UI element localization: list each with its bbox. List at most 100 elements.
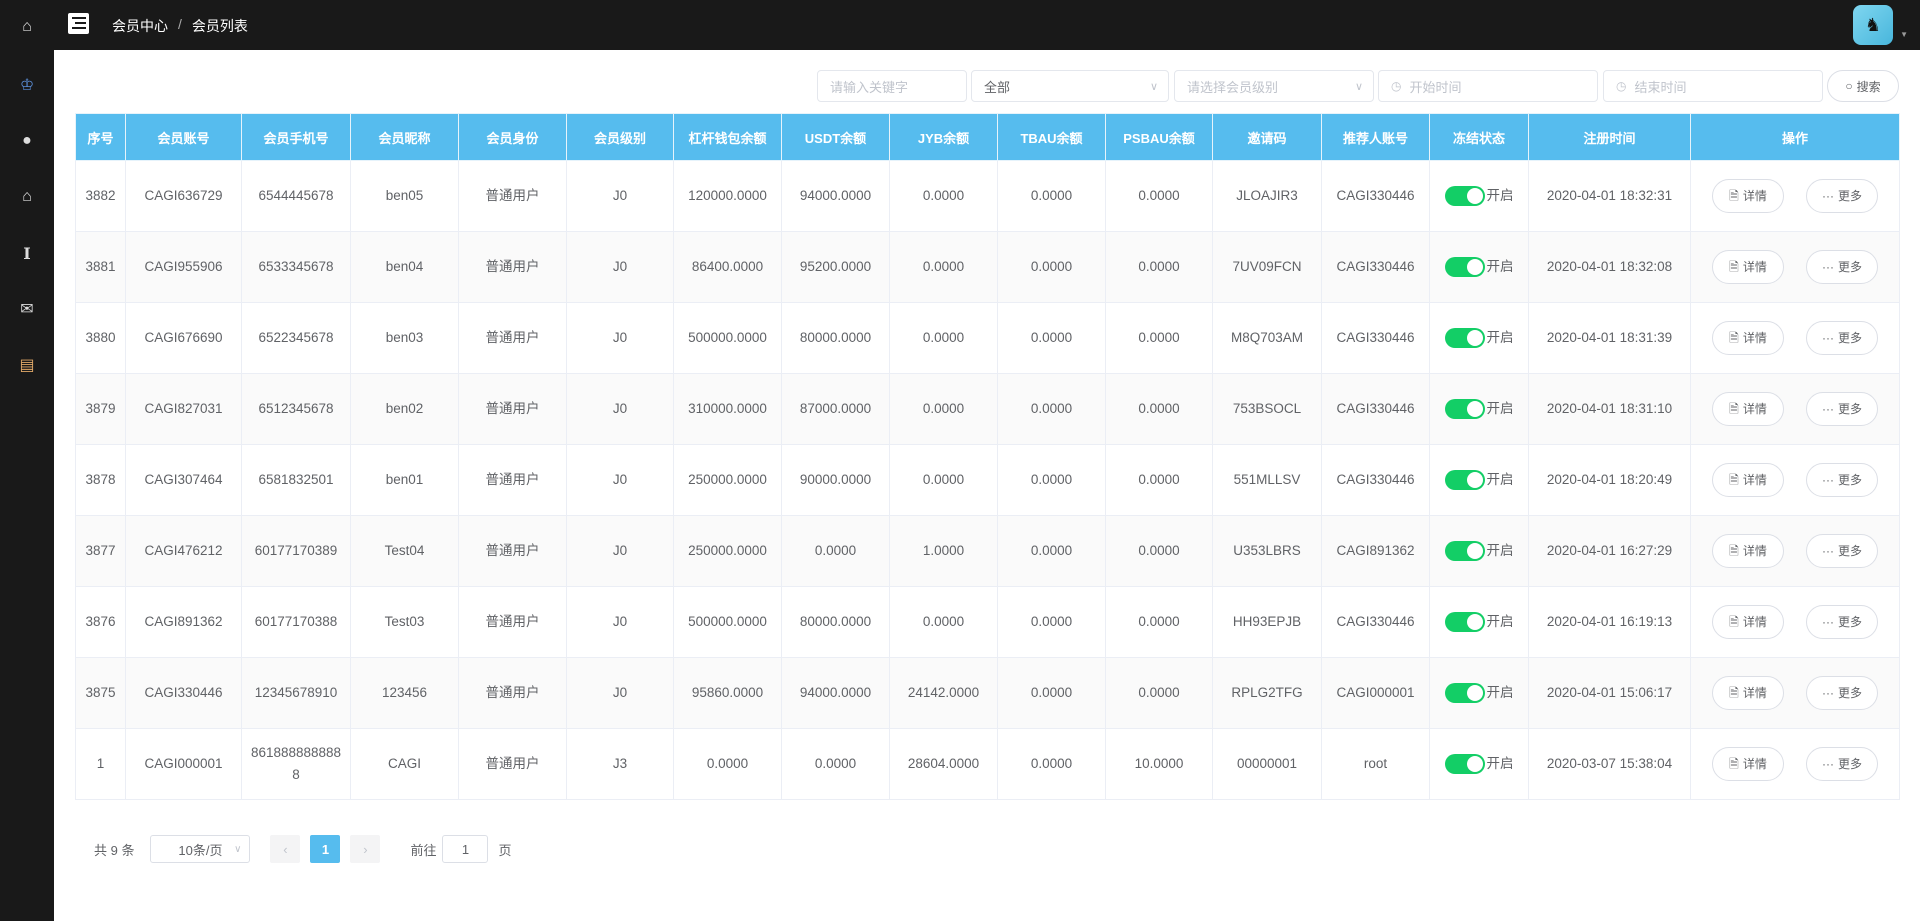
column-header: TBAU余额 bbox=[997, 113, 1106, 161]
column-header: 会员账号 bbox=[125, 113, 242, 161]
goto-label: 前往 bbox=[410, 842, 437, 858]
more-label: 更多 bbox=[1837, 402, 1862, 416]
jyb-balance: 0.0000 bbox=[889, 373, 998, 445]
switch-knob bbox=[1466, 472, 1483, 489]
page-number-current[interactable]: 1 bbox=[310, 835, 341, 863]
page-size-select[interactable]: 10条/页 ∨ bbox=[150, 835, 251, 863]
more-button[interactable]: ··· 更多 bbox=[1806, 676, 1878, 710]
ellipsis-icon: ··· bbox=[1821, 544, 1834, 558]
detail-button[interactable]: 🗎 详情 bbox=[1712, 463, 1784, 497]
end-time-input[interactable]: ◷ 结束时间 bbox=[1603, 70, 1823, 102]
actions-cell: 🗎 详情 ··· 更多 bbox=[1690, 160, 1900, 232]
switch-track[interactable] bbox=[1444, 399, 1485, 420]
account: CAGI955906 bbox=[125, 231, 242, 303]
more-button[interactable]: ··· 更多 bbox=[1806, 250, 1878, 284]
detail-button[interactable]: 🗎 详情 bbox=[1712, 534, 1784, 568]
keyword-input[interactable]: 请输入关键字 bbox=[817, 70, 967, 102]
switch-track[interactable] bbox=[1444, 328, 1485, 349]
switch-knob bbox=[1466, 330, 1483, 347]
switch-label: 开启 bbox=[1486, 685, 1514, 701]
breadcrumb-item[interactable]: 会员中心 bbox=[112, 18, 168, 34]
jyb-balance: 0.0000 bbox=[889, 444, 998, 516]
register-time: 2020-04-01 18:31:10 bbox=[1528, 373, 1691, 445]
freeze-status-switch[interactable]: 开启 bbox=[1444, 327, 1514, 349]
more-button[interactable]: ··· 更多 bbox=[1806, 463, 1878, 497]
usdt-balance: 80000.0000 bbox=[781, 586, 890, 658]
identity: 普通用户 bbox=[458, 373, 567, 445]
more-button[interactable]: ··· 更多 bbox=[1806, 179, 1878, 213]
ellipsis-icon: ··· bbox=[1821, 757, 1834, 771]
crown-icon[interactable]: ♔ bbox=[19, 77, 35, 94]
psbau-balance: 0.0000 bbox=[1105, 231, 1213, 303]
column-header: 会员身份 bbox=[458, 113, 567, 161]
level: J0 bbox=[566, 586, 674, 658]
switch-track[interactable] bbox=[1444, 541, 1485, 562]
account: CAGI636729 bbox=[125, 160, 242, 232]
detail-button[interactable]: 🗎 详情 bbox=[1712, 321, 1784, 355]
tbau-balance: 0.0000 bbox=[997, 444, 1106, 516]
switch-track[interactable] bbox=[1444, 470, 1485, 491]
freeze-status-switch[interactable]: 开启 bbox=[1444, 256, 1514, 278]
text-icon[interactable]: I bbox=[23, 243, 31, 263]
switch-track[interactable] bbox=[1444, 612, 1485, 633]
freeze-status-switch[interactable]: 开启 bbox=[1444, 185, 1514, 207]
switch-label: 开启 bbox=[1486, 330, 1514, 346]
more-button[interactable]: ··· 更多 bbox=[1806, 747, 1878, 781]
more-button[interactable]: ··· 更多 bbox=[1806, 392, 1878, 426]
status-select[interactable]: 全部 ∨ bbox=[971, 70, 1169, 102]
account: CAGI330446 bbox=[125, 657, 242, 729]
freeze-status-switch[interactable]: 开启 bbox=[1444, 540, 1514, 562]
goto-page-input[interactable]: 1 bbox=[442, 835, 489, 863]
document-icon: 🗎 bbox=[1729, 402, 1739, 416]
detail-button[interactable]: 🗎 详情 bbox=[1712, 747, 1784, 781]
identity: 普通用户 bbox=[458, 444, 567, 516]
invite-code: HH93EPJB bbox=[1212, 586, 1322, 658]
freeze-status-switch[interactable]: 开启 bbox=[1444, 753, 1514, 775]
leverage-balance: 95860.0000 bbox=[673, 657, 782, 729]
document-icon: 🗎 bbox=[1729, 686, 1739, 700]
mail-icon[interactable]: ✉ bbox=[20, 301, 34, 318]
referrer-account: CAGI330446 bbox=[1321, 444, 1430, 516]
document-check-icon[interactable]: ▤ bbox=[19, 357, 35, 374]
freeze-status-switch[interactable]: 开启 bbox=[1444, 469, 1514, 491]
search-button[interactable]: ○ 搜索 bbox=[1827, 70, 1899, 102]
ellipsis-icon: ··· bbox=[1821, 615, 1834, 629]
usdt-balance: 0.0000 bbox=[781, 728, 890, 800]
row-index: 3875 bbox=[75, 657, 126, 729]
more-button[interactable]: ··· 更多 bbox=[1806, 321, 1878, 355]
switch-track[interactable] bbox=[1444, 754, 1485, 775]
level: J0 bbox=[566, 231, 674, 303]
level-select[interactable]: 请选择会员级别 ∨ bbox=[1174, 70, 1374, 102]
phone: 8618888888888 bbox=[241, 728, 351, 800]
menu-toggle-icon[interactable] bbox=[68, 13, 89, 34]
nickname: CAGI bbox=[350, 728, 459, 800]
freeze-status-cell: 开启 bbox=[1429, 231, 1529, 303]
invite-code: U353LBRS bbox=[1212, 515, 1322, 587]
caret-down-icon[interactable]: ▼ bbox=[1900, 30, 1908, 39]
detail-label: 详情 bbox=[1742, 189, 1767, 203]
next-page-button[interactable]: › bbox=[350, 835, 381, 863]
detail-button[interactable]: 🗎 详情 bbox=[1712, 605, 1784, 639]
detail-button[interactable]: 🗎 详情 bbox=[1712, 250, 1784, 284]
more-button[interactable]: ··· 更多 bbox=[1806, 605, 1878, 639]
home-icon[interactable]: ⌂ bbox=[22, 18, 32, 35]
switch-track[interactable] bbox=[1444, 257, 1485, 278]
switch-track[interactable] bbox=[1444, 186, 1485, 207]
globe-icon[interactable]: ● bbox=[22, 132, 32, 149]
switch-track[interactable] bbox=[1444, 683, 1485, 704]
start-time-input[interactable]: ◷ 开始时间 bbox=[1378, 70, 1598, 102]
detail-label: 详情 bbox=[1742, 544, 1767, 558]
store-icon[interactable]: ⌂ bbox=[22, 188, 32, 205]
more-button[interactable]: ··· 更多 bbox=[1806, 534, 1878, 568]
freeze-status-switch[interactable]: 开启 bbox=[1444, 398, 1514, 420]
document-icon: 🗎 bbox=[1729, 331, 1739, 345]
prev-page-button[interactable]: ‹ bbox=[270, 835, 301, 863]
detail-button[interactable]: 🗎 详情 bbox=[1712, 676, 1784, 710]
detail-button[interactable]: 🗎 详情 bbox=[1712, 392, 1784, 426]
search-label: 搜索 bbox=[1856, 79, 1881, 94]
freeze-status-switch[interactable]: 开启 bbox=[1444, 682, 1514, 704]
freeze-status-switch[interactable]: 开启 bbox=[1444, 611, 1514, 633]
avatar[interactable]: ♞ bbox=[1853, 5, 1893, 45]
detail-button[interactable]: 🗎 详情 bbox=[1712, 179, 1784, 213]
referrer-account: CAGI000001 bbox=[1321, 657, 1430, 729]
